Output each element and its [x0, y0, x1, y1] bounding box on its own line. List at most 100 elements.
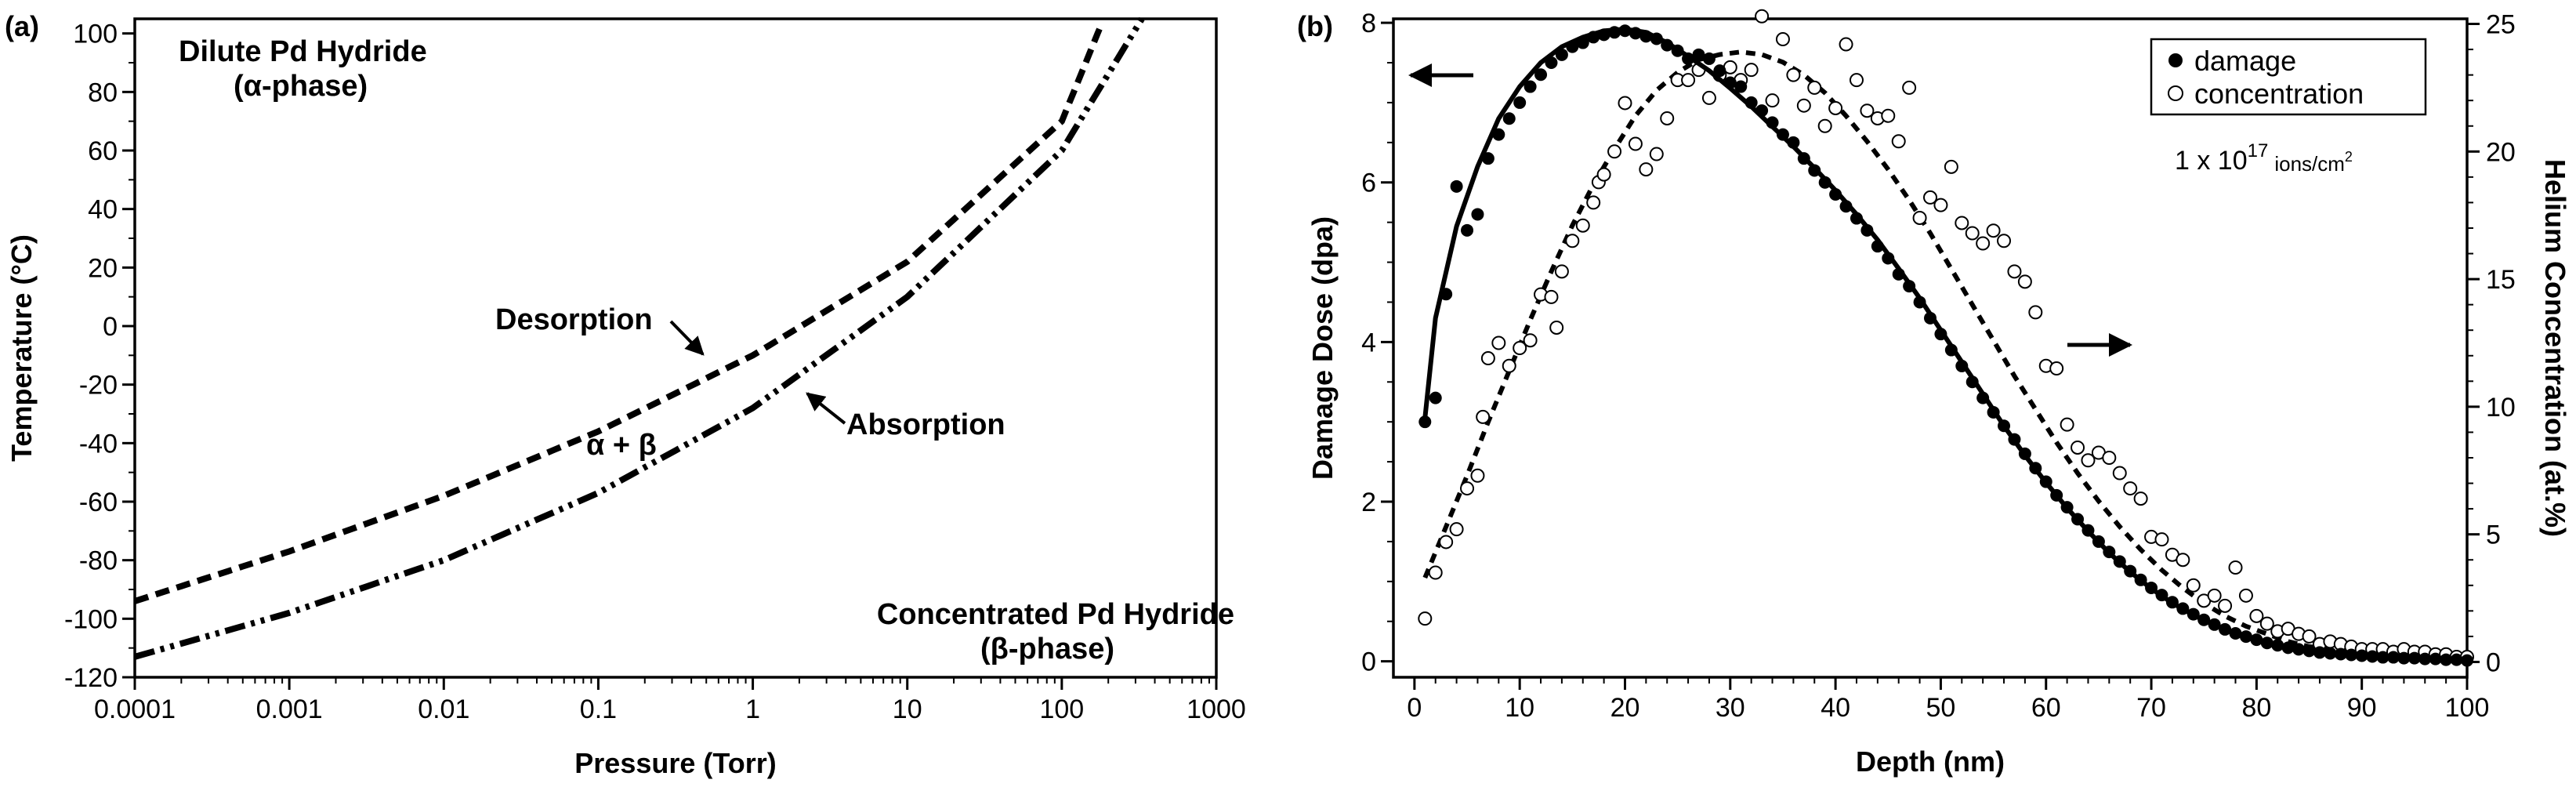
panel-b-x-ticks: 0 10 20 30 40 50 60 70 80 90 100	[1407, 677, 2489, 723]
panel-a-series	[133, 16, 1145, 660]
concentration-point	[1881, 108, 1896, 123]
concentration-point	[2112, 466, 2127, 481]
b-x-tick-label: 10	[1505, 693, 1534, 723]
panel-b-left-y-axis-label: Damage Dose (dpa)	[1306, 216, 1339, 480]
damage-point	[1534, 68, 1548, 82]
b-y2-tick-label: 0	[2486, 647, 2501, 677]
concentration-point	[2302, 629, 2317, 644]
damage-point	[1692, 48, 1705, 61]
b-y-tick-label: 8	[1361, 9, 1376, 38]
concentration-fit-line	[1422, 49, 2467, 662]
damage-point	[1629, 27, 1642, 40]
damage-point	[1871, 240, 1884, 253]
damage-point	[2408, 651, 2421, 665]
b-y2-tick-label: 10	[2486, 393, 2516, 423]
panel-a-label: (a)	[5, 10, 39, 42]
damage-point	[1661, 38, 1674, 52]
label-alpha-plus-beta: α + β	[586, 429, 657, 462]
legend-concentration-label: concentration	[2194, 78, 2364, 110]
concentration-point	[1628, 136, 1643, 151]
label-dilute-pd-hydride: Dilute Pd Hydride	[179, 35, 427, 68]
damage-point	[2060, 501, 2074, 514]
damage-point	[1576, 36, 1589, 49]
line-desorption	[133, 23, 1104, 604]
concentration-point	[1470, 468, 1485, 483]
concentration-point	[1660, 111, 1675, 125]
concentration-point	[1796, 98, 1811, 113]
label-alpha-phase: (α-phase)	[234, 70, 368, 103]
damage-point	[2081, 524, 2095, 537]
concentration-point	[1418, 611, 1433, 626]
concentration-point	[2049, 361, 2064, 376]
b-y-tick-label: 2	[1361, 488, 1376, 517]
damage-point	[2008, 433, 2021, 446]
damage-point	[1924, 311, 1937, 325]
concentration-point	[2249, 608, 2264, 623]
damage-point	[1913, 296, 1926, 309]
damage-point	[1502, 112, 1516, 125]
concentration-point	[2060, 417, 2074, 432]
concentration-point	[1786, 67, 1801, 82]
fluence-unit: ions/cm	[2274, 152, 2345, 176]
damage-point	[2302, 644, 2316, 658]
damage-point	[2018, 447, 2031, 460]
concentration-point	[2007, 264, 2022, 279]
absorption-arrow	[806, 392, 846, 425]
concentration-point	[1933, 198, 1948, 212]
concentration-point	[1681, 73, 1696, 88]
damage-point	[1955, 359, 1969, 372]
desorption-arrow	[669, 320, 705, 356]
damage-point	[2292, 643, 2306, 656]
concentration-point	[1839, 37, 1853, 52]
damage-point	[2124, 564, 2137, 578]
damage-point	[2165, 596, 2179, 609]
concentration-point	[2259, 616, 2274, 631]
damage-point	[1776, 128, 1789, 141]
damage-point	[2197, 613, 2211, 626]
damage-point	[1639, 30, 1653, 43]
concentration-point	[1554, 264, 1569, 279]
damage-point	[1818, 176, 1831, 189]
damage-point	[1944, 343, 1958, 357]
damage-point	[2176, 602, 2190, 615]
damage-point	[1450, 180, 1463, 193]
damage-point	[1966, 375, 1979, 389]
a-x-tick-label: 0.0001	[94, 695, 176, 724]
b-x-tick-label: 0	[1407, 693, 1422, 723]
panel-a-chart: (a) 100 80 60 40 20 0 -20 -40 -60 -80 -100 -120 0.0…	[5, 10, 1246, 779]
concentration-point	[2228, 560, 2243, 575]
a-x-tick-label: 0.1	[580, 695, 617, 724]
panel-b-chart: (b) 0 2 4 6 8 0 5 10 15 20 25 0 10 20 30 40 50 60 70 80 90…	[1297, 9, 2571, 778]
concentration-point	[1817, 118, 1832, 133]
concentration-point	[1575, 218, 1590, 233]
concentration-point	[2218, 598, 2233, 613]
concentration-point	[2102, 451, 2117, 465]
damage-point	[1702, 52, 1716, 65]
damage-point	[1513, 96, 1527, 109]
fluence-exponent: 17	[2248, 140, 2269, 161]
concentration-point	[1449, 522, 1464, 537]
concentration-point	[2133, 491, 2148, 506]
damage-point	[2219, 622, 2232, 636]
concentration-point	[1902, 80, 1917, 95]
damage-point	[1492, 128, 1505, 141]
damage-point	[2313, 646, 2326, 659]
a-y-tick-label: 40	[88, 195, 118, 225]
panel-b-x-axis-label: Depth (nm)	[1856, 745, 2005, 778]
legend-frame	[2150, 38, 2427, 116]
damage-point	[1650, 32, 1663, 45]
damage-point	[2366, 650, 2379, 663]
concentration-point	[1828, 100, 1843, 115]
panel-b-right-y-axis-label: Helium Concentration (at.%)	[2539, 159, 2571, 537]
concentration-point	[1849, 73, 1864, 88]
damage-point	[1566, 40, 1579, 53]
damage-point	[1418, 415, 1432, 429]
concentration-point	[1775, 32, 1790, 47]
a-x-tick-label: 100	[1039, 695, 1084, 724]
concentration-point	[1586, 195, 1601, 210]
panel-b-label: (b)	[1297, 10, 1333, 42]
concentration-point	[2238, 588, 2253, 603]
panel-b-plot-frame	[1392, 17, 2469, 679]
concentration-point	[1891, 134, 1906, 149]
